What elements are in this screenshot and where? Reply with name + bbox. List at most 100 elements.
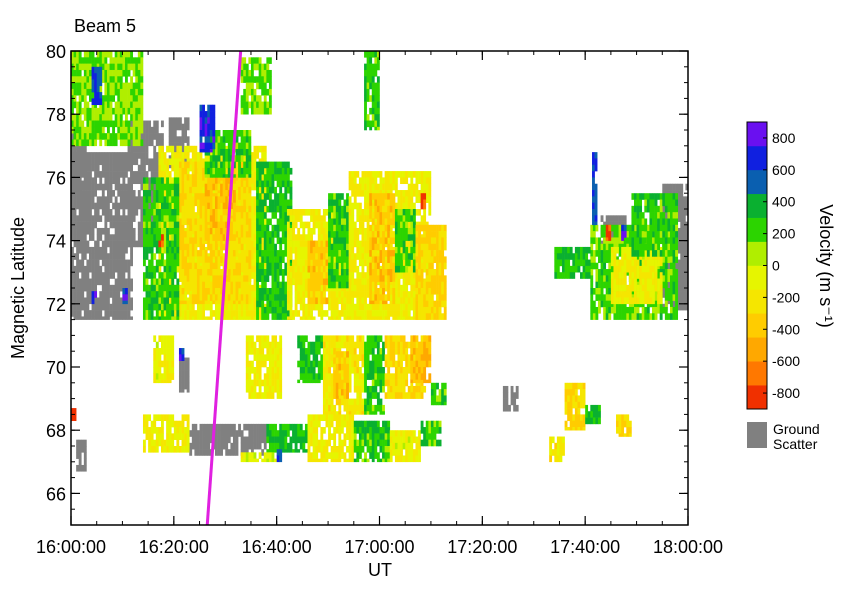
velocity-cell [209,243,213,251]
velocity-cell [279,199,283,207]
velocity-cell [279,262,283,270]
ground-scatter-cell [89,265,92,273]
velocity-cell [160,227,164,235]
velocity-cell [163,234,167,241]
velocity-cell [405,303,409,311]
velocity-cell [199,310,203,317]
velocity-cell [207,202,211,210]
ground-scatter-cell [86,158,90,166]
velocity-cell [166,246,169,254]
velocity-cell [284,205,288,213]
velocity-cell [235,224,239,232]
velocity-cell [343,310,347,317]
velocity-cell [376,212,380,219]
velocity-cell [330,262,334,270]
velocity-cell [173,190,177,197]
velocity-cell [263,212,267,219]
velocity-cell [166,221,169,229]
velocity-cell [371,218,375,226]
velocity-cell [405,240,409,248]
velocity-cell [163,227,167,235]
ground-scatter-cell [124,152,128,159]
velocity-cell [184,174,187,181]
velocity-cell [297,310,301,317]
velocity-cell [297,272,301,279]
velocity-cell [227,269,231,276]
velocity-cell [266,237,270,245]
velocity-cell [191,186,195,194]
velocity-cell [348,246,352,254]
velocity-cell [202,231,205,238]
velocity-cell [353,190,357,197]
velocity-cell [299,240,303,248]
velocity-cell [238,310,241,317]
ground-scatter-cell [122,303,126,311]
ground-scatter-cell [106,265,110,273]
ground-scatter-cell [248,442,252,450]
velocity-cell [261,300,265,308]
ground-scatter-cell [73,265,77,273]
velocity-cell [261,294,265,301]
velocity-cell [322,278,326,286]
velocity-cell [163,278,167,286]
velocity-cell [153,196,157,203]
ground-scatter-cell [227,423,231,431]
velocity-cell [338,231,342,238]
velocity-cell [191,275,195,282]
velocity-cell [356,171,360,178]
velocity-cell [335,310,339,317]
velocity-cell [400,297,403,305]
ground-scatter-cell [225,430,229,437]
velocity-cell [307,297,311,305]
velocity-cell [276,199,280,207]
velocity-cell [371,243,375,251]
velocity-cell [412,303,416,311]
ground-scatter-cell [86,196,90,203]
ground-scatter-cell [258,436,262,444]
velocity-cell [168,310,172,317]
ground-scatter-cell [112,291,115,298]
velocity-cell [281,174,285,181]
velocity-cell [366,272,370,279]
velocity-cell [256,275,259,282]
velocity-cell [346,237,349,245]
velocity-cell [338,237,342,245]
velocity-cell [217,300,221,305]
velocity-cell [207,209,211,216]
velocity-cell [225,316,229,320]
ground-scatter-cell [191,442,195,450]
ground-scatter-cell [106,158,110,166]
ground-scatter-cell [104,152,108,159]
ground-scatter-cell [81,265,85,273]
velocity-cell [158,183,162,191]
velocity-cell [199,193,203,200]
velocity-cell [369,193,373,200]
ground-scatter-cell [94,278,98,286]
velocity-cell [153,177,157,185]
velocity-cell [199,174,203,181]
velocity-cell [148,310,151,317]
velocity-cell [261,313,265,320]
velocity-cell [245,250,249,257]
velocity-cell [325,240,329,248]
velocity-cell [415,177,419,185]
ground-scatter-cell [73,291,77,298]
ground-scatter-cell [124,227,128,235]
ground-scatter-cell [119,190,123,197]
ground-scatter-cell [127,303,131,311]
ground-scatter-cell [124,158,128,166]
velocity-cell [202,243,205,251]
ground-scatter-cell [76,446,80,453]
velocity-cell [361,221,365,229]
velocity-cell [346,224,349,232]
ground-scatter-cell [124,221,128,229]
ground-scatter-cell [122,253,126,260]
velocity-cell [281,313,285,320]
ground-scatter-cell [124,215,128,222]
velocity-cell [181,275,185,282]
velocity-cell [281,218,285,226]
ground-scatter-cell [73,310,77,317]
velocity-cell [425,171,429,178]
ground-scatter-cell [181,370,185,377]
velocity-cell [346,256,349,264]
